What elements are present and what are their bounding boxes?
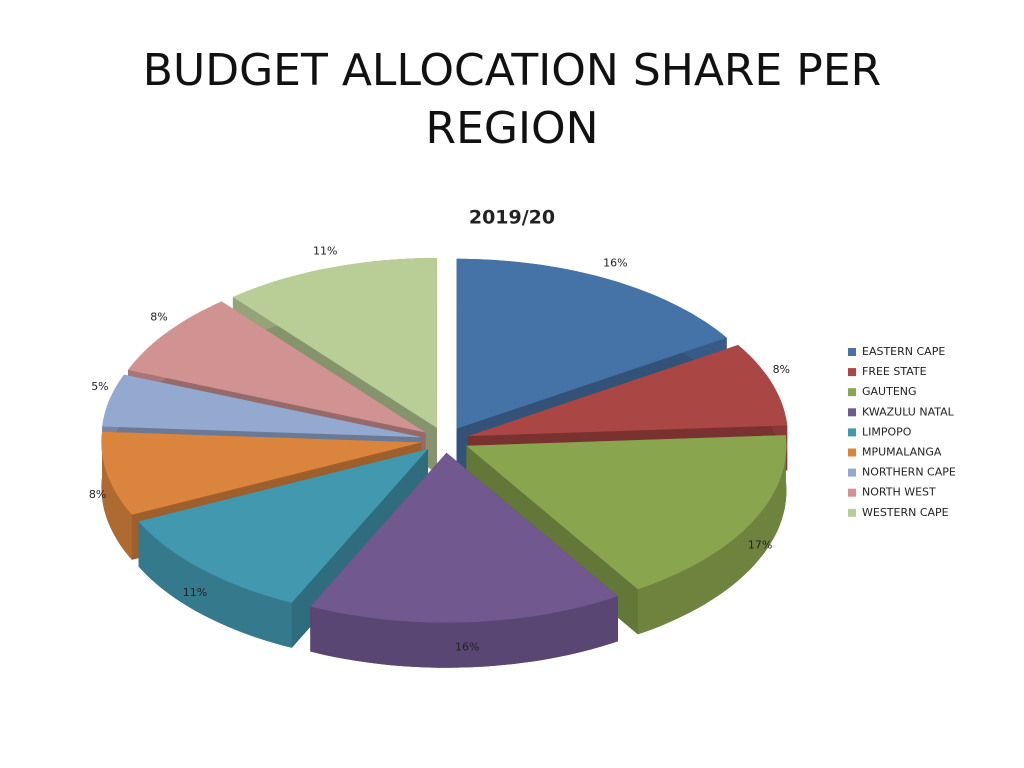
data-label: 5% bbox=[91, 380, 108, 393]
legend-label: NORTHERN CAPE bbox=[862, 466, 956, 479]
legend-label: MPUMALANGA bbox=[862, 446, 942, 459]
legend-swatch bbox=[848, 448, 856, 457]
data-label: 8% bbox=[89, 488, 106, 501]
data-label: 11% bbox=[313, 244, 337, 257]
legend-label: EASTERN CAPE bbox=[862, 345, 945, 358]
slice-edge bbox=[101, 431, 132, 560]
chart-title: 2019/20 bbox=[469, 207, 555, 229]
slide-title: BUDGET ALLOCATION SHARE PER REGION bbox=[142, 45, 882, 154]
slice-edge bbox=[138, 521, 292, 648]
data-label: 16% bbox=[455, 640, 479, 653]
legend-swatch bbox=[848, 428, 856, 437]
data-label: 17% bbox=[748, 538, 772, 551]
slice bbox=[101, 431, 422, 515]
slice bbox=[456, 258, 727, 429]
data-label: 11% bbox=[183, 586, 207, 599]
legend-label: WESTERN CAPE bbox=[862, 506, 949, 519]
data-label: 8% bbox=[150, 311, 167, 324]
slice bbox=[128, 301, 426, 433]
legend-label: NORTH WEST bbox=[862, 486, 936, 499]
data-label: 8% bbox=[773, 363, 790, 376]
legend-label: KWAZULU NATAL bbox=[862, 405, 955, 418]
slice bbox=[467, 345, 788, 437]
slice bbox=[102, 374, 422, 438]
legend-swatch bbox=[848, 468, 856, 477]
legend-swatch bbox=[848, 348, 856, 356]
slice bbox=[310, 452, 618, 668]
slice bbox=[138, 449, 428, 603]
legend-label: FREE STATE bbox=[862, 365, 927, 378]
data-label: 16% bbox=[603, 256, 627, 269]
slice-edge bbox=[637, 435, 787, 635]
legend-swatch bbox=[848, 388, 856, 397]
legend-swatch bbox=[848, 488, 856, 497]
legend-swatch bbox=[848, 408, 856, 417]
legend-swatch bbox=[848, 508, 856, 517]
legend-label: GAUTENG bbox=[862, 385, 917, 398]
legend-swatch bbox=[848, 368, 856, 377]
slice bbox=[466, 435, 787, 635]
slice bbox=[466, 435, 787, 590]
legend-label: LIMPOPO bbox=[862, 425, 912, 438]
slice-edge bbox=[310, 596, 618, 668]
slice bbox=[310, 452, 618, 623]
slice bbox=[232, 258, 437, 428]
